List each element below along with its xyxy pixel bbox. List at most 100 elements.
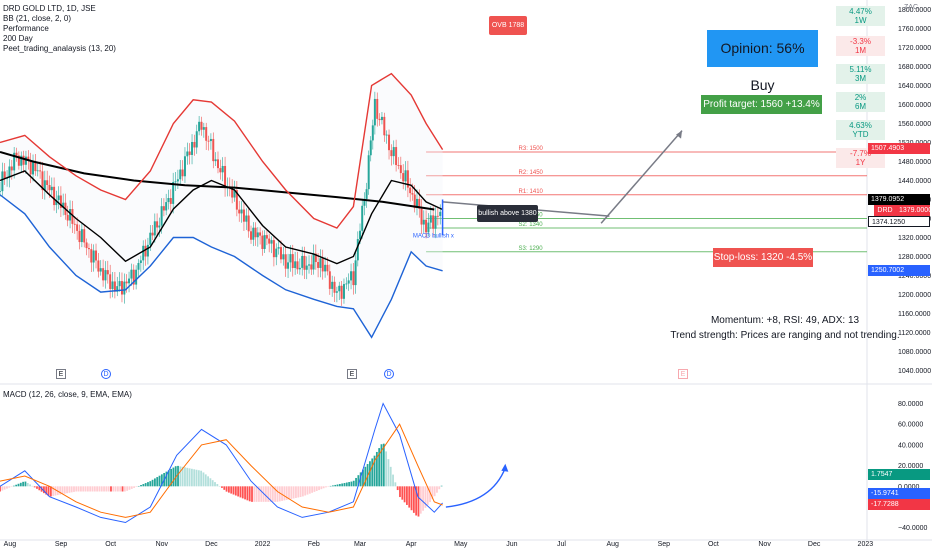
time-axis-tick-label: Oct <box>708 541 719 548</box>
macd-histogram-bar <box>52 486 55 496</box>
macd-histogram-bar <box>341 483 344 487</box>
macd-histogram-bar <box>438 486 441 490</box>
price-candle-body <box>434 215 437 229</box>
macd-histogram-bar <box>12 485 15 487</box>
macd-histogram-bar <box>276 486 279 502</box>
price-candle-body <box>41 171 44 191</box>
earnings-event-marker[interactable]: E <box>347 369 357 379</box>
price-candle-body <box>331 281 334 289</box>
macd-histogram-bar <box>119 486 122 492</box>
macd-histogram-bar <box>151 479 154 487</box>
price-candle-body <box>287 262 290 269</box>
time-axis-tick-label: Aug <box>606 541 619 548</box>
price-candle-body <box>385 134 388 136</box>
price-candle-body <box>367 155 370 190</box>
bb-lower-price-label: 1250.7002 <box>868 265 930 276</box>
earnings-event-marker[interactable]: E <box>56 369 66 379</box>
price-candle-body <box>97 260 100 272</box>
macd-histogram-bar <box>207 476 209 487</box>
macd-histogram-bar <box>311 486 314 493</box>
pivot-level-label: S2: 1340 <box>519 222 544 228</box>
macd-histogram-bar <box>232 486 235 495</box>
macd-histogram-bar <box>403 486 406 503</box>
macd-axis-tick-label: 0.0000 <box>898 484 920 491</box>
price-candle-body <box>265 235 268 239</box>
price-candle-body <box>111 281 114 289</box>
price-axis-tick-label: 1320.0000 <box>898 235 931 242</box>
macd-histogram-bar <box>36 486 38 489</box>
macd-histogram-bar <box>396 486 399 491</box>
macd-histogram-bar <box>281 486 283 501</box>
macd-histogram-bar <box>274 486 277 502</box>
price-candle-body <box>259 232 262 236</box>
target-arrow-line <box>600 130 683 224</box>
price-candle-body <box>104 270 107 281</box>
dividend-event-marker[interactable]: D <box>101 369 111 379</box>
price-candle-body <box>402 173 405 182</box>
macd-histogram-bar <box>3 486 6 490</box>
macd-histogram-bar <box>426 486 429 505</box>
price-candle-body <box>172 182 175 204</box>
price-candle-body <box>176 179 179 182</box>
macd-histogram-bar <box>345 482 348 487</box>
macd-histogram-bar <box>348 482 351 487</box>
macd-histogram-bar <box>193 469 196 487</box>
price-candle-body <box>118 281 121 287</box>
signal-line-label: -17.7288 <box>868 499 930 510</box>
macd-histogram-bar <box>103 486 105 492</box>
macd-histogram-bar <box>17 483 20 487</box>
time-axis-tick-label: Oct <box>105 541 116 548</box>
price-candle-body <box>277 247 280 249</box>
price-candle-body <box>221 165 224 173</box>
price-candle-body <box>57 195 60 200</box>
macd-histogram-bar <box>278 486 281 502</box>
macd-histogram-bar <box>408 486 411 508</box>
macd-histogram-bar <box>375 451 378 487</box>
price-candle-body <box>135 269 138 285</box>
macd-histogram-bar <box>241 486 244 499</box>
macd-histogram-bar <box>75 486 78 492</box>
macd-histogram-bar <box>121 486 124 492</box>
price-candle-body <box>328 271 331 289</box>
price-candle-body <box>415 198 418 209</box>
price-axis-tick-label: 1120.0000 <box>898 330 931 337</box>
price-candle-body <box>85 242 88 249</box>
macd-histogram-bar <box>38 486 41 491</box>
macd-histogram-bar <box>98 486 101 492</box>
dividend-event-marker[interactable]: D <box>384 369 394 379</box>
price-candle-body <box>39 170 42 172</box>
macd-histogram-bar <box>244 486 246 500</box>
macd-histogram-bar <box>389 466 392 487</box>
profit-target-callout: Profit target: 1560 +13.4% <box>701 95 822 114</box>
macd-histogram-bar <box>424 486 427 508</box>
price-axis-tick-label: 1200.0000 <box>898 292 931 299</box>
macd-histogram-bar <box>195 469 198 487</box>
price-candle-body <box>245 215 248 222</box>
macd-histogram-bar <box>214 482 216 487</box>
macd-histogram-bar <box>327 486 330 487</box>
price-candle-body <box>151 232 154 236</box>
price-candle-body <box>303 255 306 270</box>
price-candle-body <box>198 121 201 132</box>
macd-histogram-bar <box>147 482 149 487</box>
macd-histogram-bar <box>318 486 320 491</box>
ovb-badge: OVB 1788 <box>489 16 527 35</box>
price-candle-body <box>356 239 359 261</box>
future-earnings-event-marker[interactable]: E <box>678 369 688 379</box>
macd-histogram-bar <box>89 486 92 492</box>
price-candle-body <box>319 258 322 268</box>
price-candle-body <box>156 221 159 228</box>
macd-histogram-bar <box>410 486 413 511</box>
macd-histogram-bar <box>63 486 66 494</box>
macd-histogram-bar <box>239 486 242 498</box>
macd-legend: MACD (12, 26, close, 9, EMA, EMA) <box>3 390 132 399</box>
macd-histogram-bar <box>123 486 126 492</box>
price-candle-body <box>32 162 35 175</box>
price-candle-body <box>188 151 191 155</box>
price-candle-body <box>102 268 105 281</box>
macd-histogram-bar <box>149 481 152 487</box>
price-candle-body <box>425 219 428 233</box>
macd-histogram-bar <box>0 486 1 492</box>
macd-histogram-bar <box>10 486 13 487</box>
